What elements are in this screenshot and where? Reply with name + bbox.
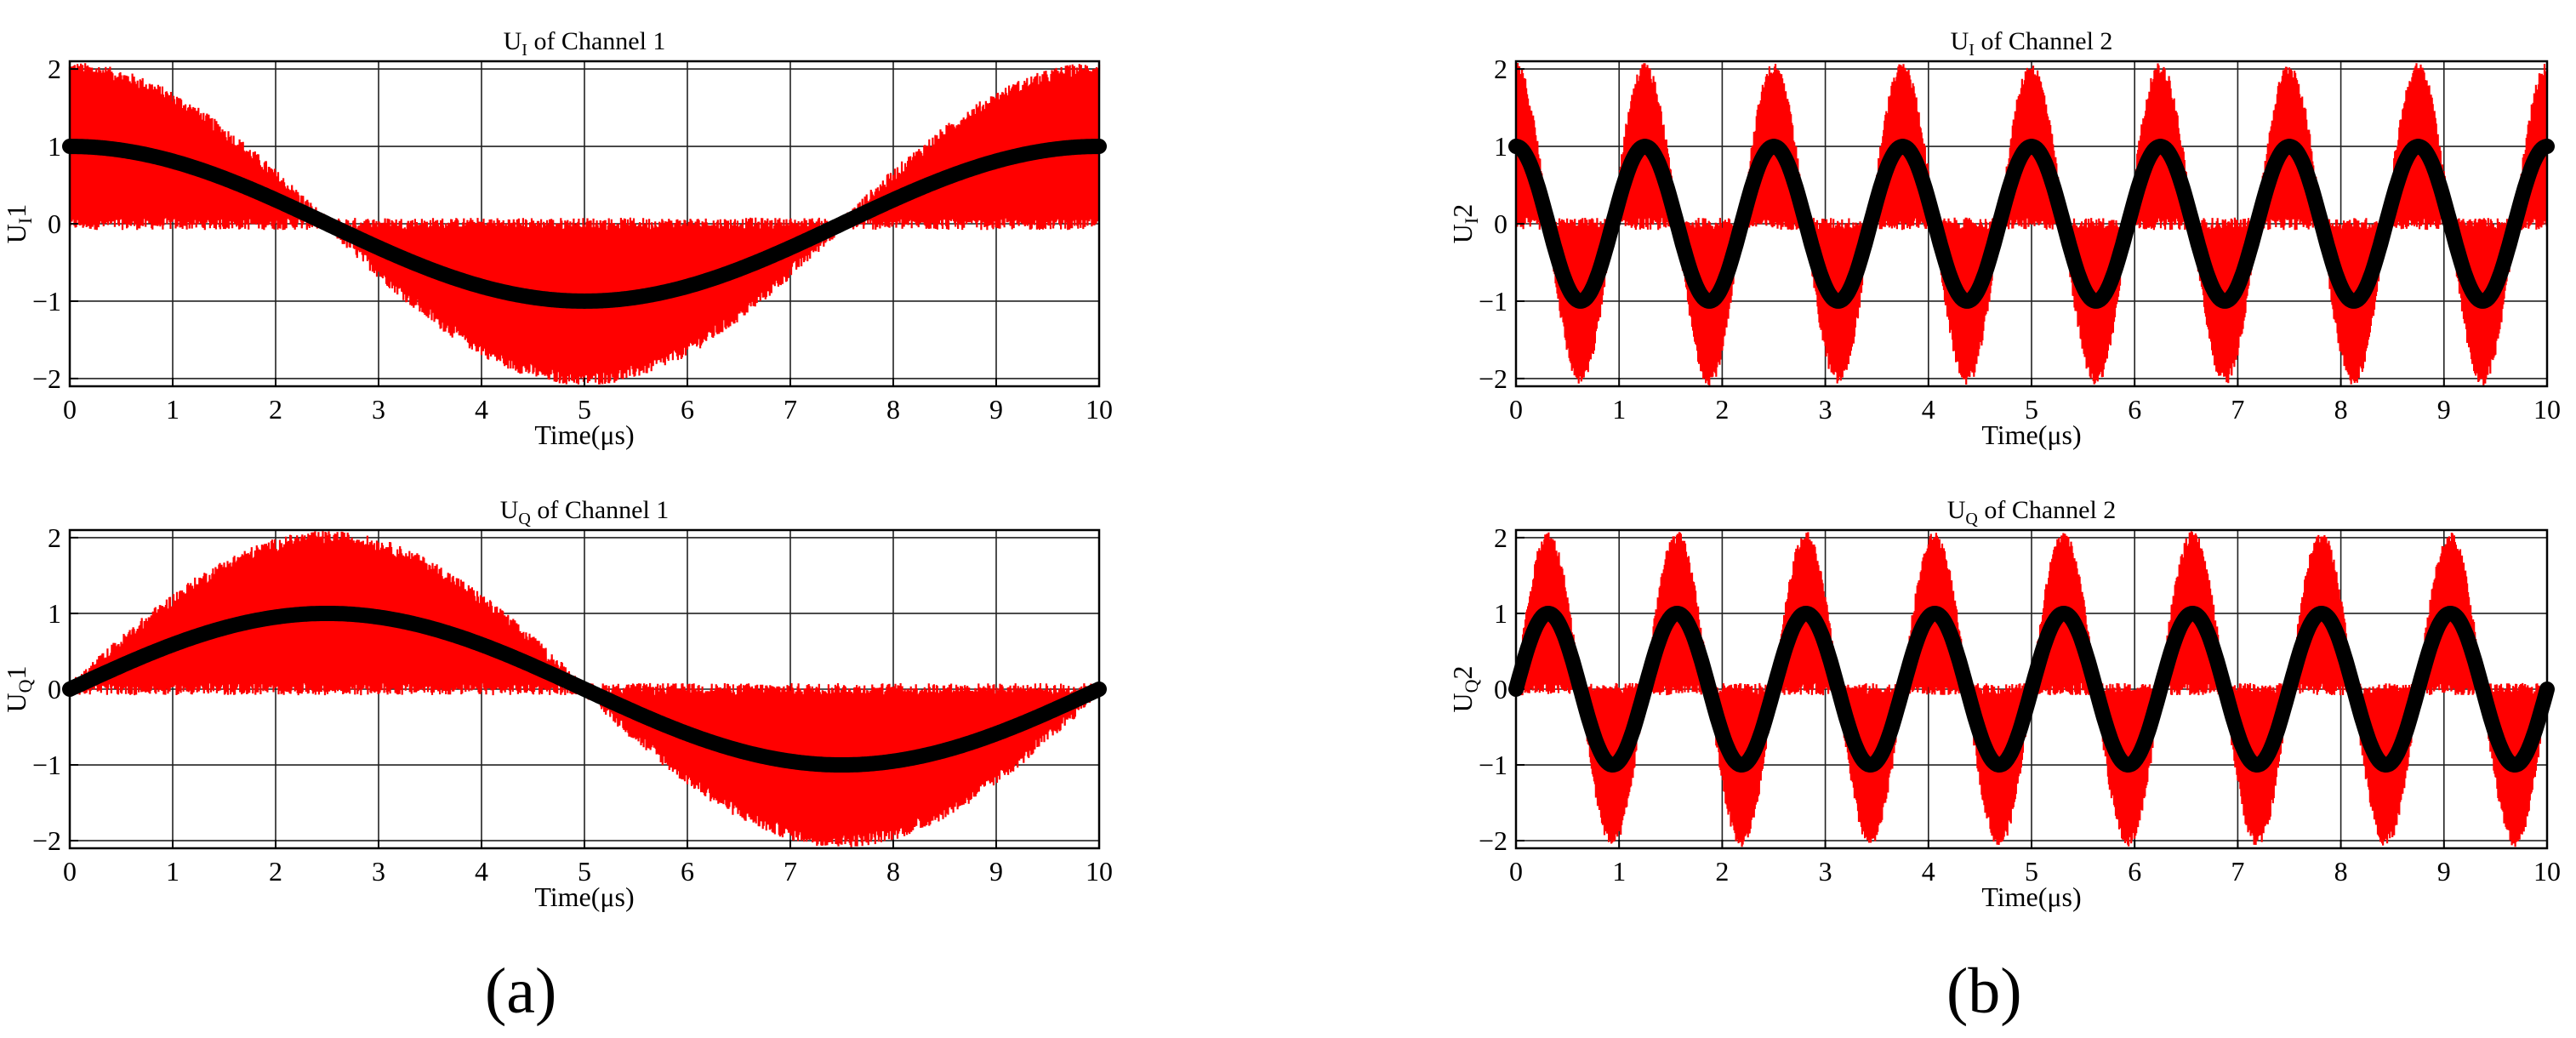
x-tick-label: 8: [886, 856, 900, 887]
x-tick-label: 0: [1509, 394, 1523, 425]
x-tick-label: 9: [989, 856, 1003, 887]
x-tick-label: 1: [166, 856, 180, 887]
chart-4: 0 1 2 3 4 5 6 7 8 9 10 −2 −1 0 1 2 UQ of Channel 2 Time(μ…: [1447, 496, 2561, 912]
x-tick-label: 0: [63, 394, 77, 425]
x-tick-label: 5: [578, 394, 591, 425]
x-tick-label: 1: [1612, 856, 1626, 887]
x-tick-label: 1: [1612, 394, 1626, 425]
y-tick-label: −2: [1479, 363, 1507, 394]
x-tick-label: 2: [269, 856, 282, 887]
x-tick-label: 3: [1819, 394, 1832, 425]
y-axis-label: UQ1: [1, 666, 36, 713]
x-tick-label: 0: [63, 856, 77, 887]
y-tick-label: −1: [32, 750, 61, 780]
chart-1: 0 1 2 3 4 5 6 7 8 9 10 −2 −1 0 1 2 UI of Channel 1 Time(μ…: [1, 27, 1113, 450]
x-tick-label: 10: [1086, 856, 1113, 887]
x-tick-label: 4: [475, 856, 488, 887]
y-tick-label: −1: [1479, 750, 1507, 780]
y-tick-label: −2: [1479, 825, 1507, 856]
x-tick-label: 7: [2231, 856, 2244, 887]
y-tick-label: 1: [1494, 598, 1507, 629]
x-tick-label: 10: [1086, 394, 1113, 425]
x-tick-label: 6: [2128, 394, 2141, 425]
chart-title: UQ of Channel 2: [1947, 496, 2117, 528]
x-tick-label: 7: [784, 394, 797, 425]
y-tick-label: 0: [48, 208, 61, 239]
x-axis-label: Time(μs): [1981, 881, 2081, 912]
x-tick-label: 7: [2231, 394, 2244, 425]
y-tick-label: 2: [48, 522, 61, 553]
x-tick-label: 9: [2437, 394, 2451, 425]
series-raw-noisy: [68, 63, 1101, 385]
x-tick-label: 4: [1922, 394, 1935, 425]
y-tick-label: −2: [32, 825, 61, 856]
y-tick-label: −2: [32, 363, 61, 394]
panel-label-a: (a): [485, 955, 557, 1027]
x-tick-label: 9: [989, 394, 1003, 425]
y-axis-label: UI2: [1447, 204, 1482, 243]
x-tick-label: 4: [1922, 856, 1935, 887]
x-axis-label: Time(μs): [534, 419, 634, 450]
y-tick-label: 1: [48, 131, 61, 162]
series-raw-noisy: [1514, 62, 2549, 386]
chart-3: 0 1 2 3 4 5 6 7 8 9 10 −2 −1 0 1 2 UQ of Channel 1 Time(μ…: [1, 496, 1113, 912]
y-tick-label: 1: [48, 598, 61, 629]
x-tick-label: 8: [886, 394, 900, 425]
y-tick-label: 1: [1494, 131, 1507, 162]
x-tick-label: 5: [2025, 394, 2038, 425]
series-filtered: [1508, 606, 2555, 773]
x-tick-label: 3: [372, 394, 385, 425]
x-tick-label: 6: [681, 856, 694, 887]
x-tick-label: 5: [578, 856, 591, 887]
y-tick-label: 0: [1494, 674, 1507, 704]
series-filtered: [1508, 139, 2555, 309]
series-filtered: [62, 606, 1107, 773]
chart-title: UI of Channel 2: [1951, 27, 2113, 60]
x-tick-label: 3: [372, 856, 385, 887]
x-axis-label: Time(μs): [1981, 419, 2081, 450]
chart-2: 0 1 2 3 4 5 6 7 8 9 10 −2 −1 0 1 2 UI of Channel 2 Time(μ…: [1447, 27, 2561, 450]
x-tick-label: 8: [2334, 856, 2348, 887]
y-tick-label: −1: [32, 286, 61, 317]
x-tick-label: 2: [1715, 856, 1729, 887]
y-axis-label: UQ2: [1447, 666, 1482, 713]
x-tick-label: 1: [166, 394, 180, 425]
series-filtered: [62, 139, 1107, 309]
x-tick-label: 6: [681, 394, 694, 425]
y-tick-label: 2: [1494, 54, 1507, 84]
x-tick-label: 6: [2128, 856, 2141, 887]
x-tick-label: 0: [1509, 856, 1523, 887]
x-tick-label: 7: [784, 856, 797, 887]
y-axis-label: UI1: [1, 204, 36, 243]
x-tick-label: 3: [1819, 856, 1832, 887]
x-tick-label: 2: [269, 394, 282, 425]
x-tick-label: 9: [2437, 856, 2451, 887]
x-tick-label: 10: [2533, 856, 2561, 887]
x-tick-label: 10: [2533, 394, 2561, 425]
y-tick-label: −1: [1479, 286, 1507, 317]
y-tick-label: 2: [1494, 522, 1507, 553]
x-tick-label: 5: [2025, 856, 2038, 887]
y-tick-label: 2: [48, 54, 61, 84]
panel-label-b: (b): [1946, 955, 2022, 1027]
y-tick-label: 0: [1494, 208, 1507, 239]
x-tick-label: 4: [475, 394, 488, 425]
x-axis-label: Time(μs): [534, 881, 634, 912]
y-tick-label: 0: [48, 674, 61, 704]
x-tick-label: 2: [1715, 394, 1729, 425]
chart-title: UI of Channel 1: [504, 27, 666, 60]
x-tick-label: 8: [2334, 394, 2348, 425]
chart-title: UQ of Channel 1: [500, 496, 670, 528]
